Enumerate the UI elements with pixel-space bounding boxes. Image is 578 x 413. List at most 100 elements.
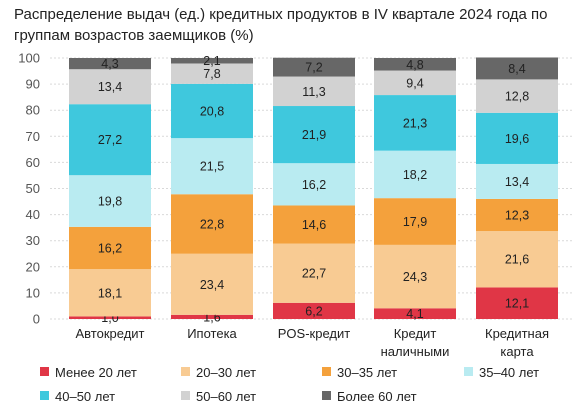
bar-segment xyxy=(171,138,253,195)
bar-segment xyxy=(273,163,355,206)
x-tick-label: Автокредит xyxy=(76,326,145,341)
data-label: 16,2 xyxy=(98,242,122,256)
y-tick-label: 10 xyxy=(26,285,40,300)
legend-swatch xyxy=(40,367,49,376)
data-label: 18,1 xyxy=(98,286,122,300)
bar-segment xyxy=(69,175,151,227)
bar-segment xyxy=(476,198,558,232)
bar-segment xyxy=(171,314,253,319)
y-tick-label: 70 xyxy=(26,129,40,144)
bar-segment xyxy=(374,198,456,245)
bar-segment xyxy=(273,57,355,77)
x-tick-label: Кредитная xyxy=(485,326,549,341)
bar-segment xyxy=(171,63,253,84)
y-tick-label: 20 xyxy=(26,259,40,274)
data-label: 6,2 xyxy=(305,304,322,318)
bar-segment xyxy=(273,106,355,164)
bar-segment xyxy=(273,205,355,244)
data-label: 13,4 xyxy=(98,80,122,94)
legend-swatch xyxy=(40,391,49,400)
bar-segment xyxy=(273,302,355,319)
data-label: 12,8 xyxy=(505,90,529,104)
data-label: 22,8 xyxy=(200,217,224,231)
legend-swatch xyxy=(322,391,331,400)
bar-segment xyxy=(69,316,151,319)
bar-segment xyxy=(476,79,558,113)
bar-segment xyxy=(171,253,253,315)
data-label: 22,7 xyxy=(302,267,326,281)
data-label: 21,6 xyxy=(505,253,529,267)
y-tick-label: 40 xyxy=(26,207,40,222)
bar-segment xyxy=(273,243,355,303)
data-label: 19,6 xyxy=(505,132,529,146)
data-label: 7,8 xyxy=(203,67,220,81)
y-tick-label: 0 xyxy=(33,312,40,327)
legend-label: 40–50 лет xyxy=(55,389,115,404)
data-label: 16,2 xyxy=(302,178,326,192)
legend-label: Менее 20 лет xyxy=(55,365,137,380)
bar-segment xyxy=(69,226,151,270)
y-tick-label: 30 xyxy=(26,233,40,248)
chart-title: Распределение выдач (ед.) кредитных прод… xyxy=(14,6,548,44)
y-tick-label: 60 xyxy=(26,155,40,170)
bar-segment xyxy=(273,76,355,107)
data-label: 4,1 xyxy=(406,307,423,321)
bar-segment xyxy=(171,194,253,254)
data-label: 12,3 xyxy=(505,208,529,222)
x-tick-label: Кредит xyxy=(394,326,437,341)
data-label: 11,3 xyxy=(302,85,325,99)
bar-segment xyxy=(476,231,558,288)
data-label: 2,1 xyxy=(203,54,220,68)
data-label: 13,4 xyxy=(505,175,529,189)
bar-segment xyxy=(374,58,456,71)
data-label: 12,1 xyxy=(505,297,529,311)
legend-swatch xyxy=(464,367,473,376)
x-tick-label: Ипотека xyxy=(187,326,237,341)
data-label: 27,2 xyxy=(98,133,122,147)
bar-segment xyxy=(171,83,253,139)
bar-segment xyxy=(374,150,456,199)
data-label: 23,4 xyxy=(200,278,224,292)
data-label: 14,6 xyxy=(302,218,326,232)
bar-segment xyxy=(69,104,151,176)
y-tick-label: 50 xyxy=(26,181,40,196)
bar-segment xyxy=(476,287,558,319)
x-tick-label: карта xyxy=(500,344,534,359)
data-label: 24,3 xyxy=(403,270,427,284)
data-label: 21,5 xyxy=(200,160,224,174)
legend-swatch xyxy=(181,391,190,400)
bar-segment xyxy=(476,57,558,80)
x-tick-label: наличными xyxy=(381,344,450,359)
bar-segment xyxy=(476,163,558,199)
data-label: 9,4 xyxy=(406,76,423,90)
data-label: 17,9 xyxy=(403,215,427,229)
y-tick-label: 90 xyxy=(26,77,40,92)
legend-label: 20–30 лет xyxy=(196,365,256,380)
bar-segment xyxy=(374,244,456,309)
bar-segment xyxy=(476,112,558,164)
bar-segment xyxy=(69,58,151,70)
data-label: 21,9 xyxy=(302,128,326,142)
y-tick-label: 80 xyxy=(26,103,40,118)
legend-swatch xyxy=(181,367,190,376)
x-tick-label: POS-кредит xyxy=(278,326,350,341)
y-tick-label: 100 xyxy=(18,51,40,66)
data-label: 8,4 xyxy=(508,62,525,76)
bar-segment xyxy=(69,69,151,105)
legend-label: Более 60 лет xyxy=(337,389,417,404)
bar-segment xyxy=(171,58,253,64)
legend-label: 30–35 лет xyxy=(337,365,397,380)
data-label: 18,2 xyxy=(403,168,427,182)
data-label: 4,8 xyxy=(406,58,423,72)
legend-swatch xyxy=(322,367,331,376)
legend-label: 50–60 лет xyxy=(196,389,256,404)
data-label: 7,2 xyxy=(305,61,322,75)
data-label: 20,8 xyxy=(200,104,224,118)
bar-segment xyxy=(374,308,456,319)
bar-segment xyxy=(374,70,456,96)
data-label: 21,3 xyxy=(403,116,427,130)
data-label: 19,8 xyxy=(98,195,122,209)
legend-label: 35–40 лет xyxy=(479,365,539,380)
data-label: 4,3 xyxy=(101,57,118,71)
